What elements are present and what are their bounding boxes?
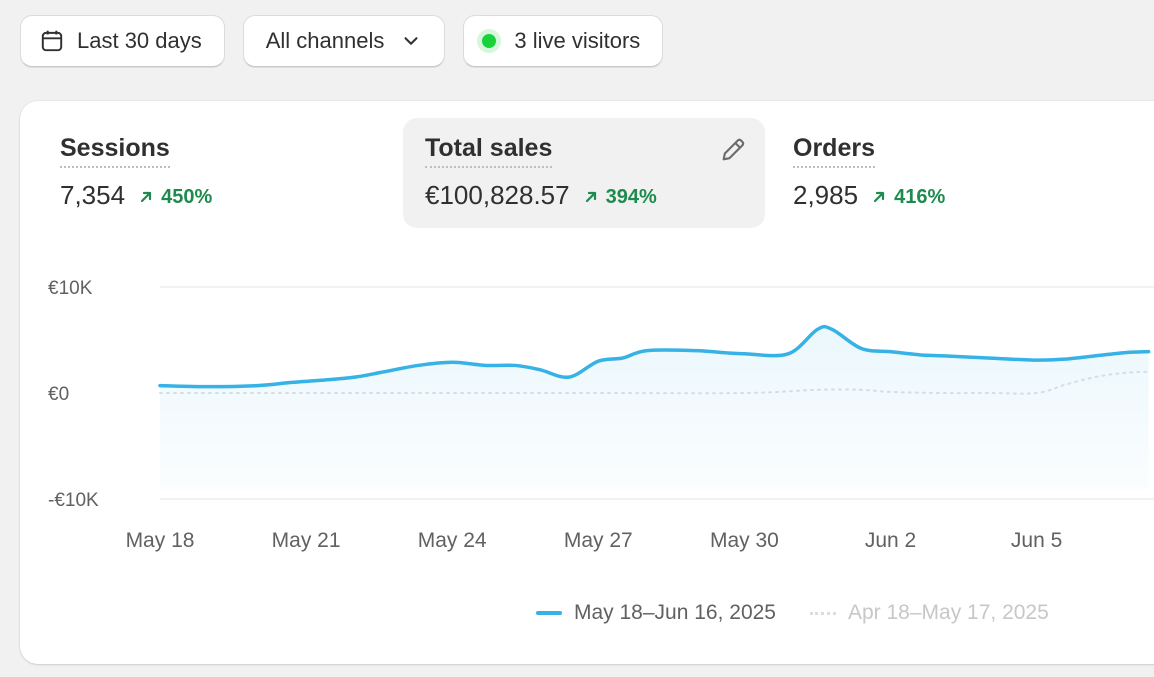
- y-tick-label: €10K: [48, 278, 93, 299]
- chart-legend: May 18–Jun 16, 2025 Apr 18–May 17, 2025: [536, 601, 1049, 625]
- legend-label: May 18–Jun 16, 2025: [574, 601, 776, 624]
- channel-label: All channels: [265, 28, 385, 53]
- arrow-up-right-icon: [873, 191, 885, 203]
- legend-item-previous[interactable]: Apr 18–May 17, 2025: [809, 601, 1049, 625]
- metric-change: 394%: [584, 186, 657, 209]
- pencil-icon[interactable]: [719, 136, 747, 164]
- metric-change-value: 450%: [161, 185, 213, 208]
- metric-orders[interactable]: Orders 2,985 416%: [771, 118, 1133, 228]
- arrow-up-right-icon: [140, 191, 152, 203]
- x-tick-label: Jun 5: [1011, 529, 1062, 552]
- metric-value: 2,985: [793, 180, 859, 210]
- sales-chart: €10K €0 -€10K May 18 May 21 May 24 May 27 May 3…: [48, 278, 1154, 552]
- metric-value: €100,828.57: [425, 180, 570, 210]
- x-tick-label: May 18: [126, 529, 195, 552]
- metric-change: 416%: [872, 186, 945, 209]
- previous-period-line: [159, 370, 1150, 395]
- metric-label[interactable]: Sessions: [60, 134, 170, 168]
- metric-value: 7,354: [60, 180, 126, 210]
- calendar-icon: [39, 28, 65, 54]
- date-range-button[interactable]: Last 30 days: [20, 15, 225, 67]
- metric-change-value: 394%: [605, 185, 657, 208]
- metric-change-value: 416%: [894, 185, 946, 208]
- metric-sessions[interactable]: Sessions 7,354 450%: [38, 118, 400, 228]
- live-visitors-label: 3 live visitors: [514, 28, 641, 53]
- legend-swatch: [536, 611, 562, 615]
- arrow-up-right-icon: [585, 191, 596, 203]
- metric-change: 450%: [139, 186, 212, 209]
- date-range-label: Last 30 days: [77, 28, 202, 53]
- x-tick-label: May 24: [418, 529, 487, 552]
- live-dot-icon: [482, 34, 497, 48]
- y-tick-label: -€10K: [48, 490, 99, 511]
- filter-bar: Last 30 days All channels 3 live visitor…: [20, 15, 664, 67]
- metric-total-sales[interactable]: Total sales €100,828.57 394%: [403, 118, 765, 228]
- x-tick-label: May 21: [272, 529, 341, 552]
- legend-item-current[interactable]: May 18–Jun 16, 2025: [536, 601, 776, 625]
- x-tick-label: Jun 2: [865, 529, 916, 552]
- legend-swatch: [809, 611, 836, 615]
- legend-label: Apr 18–May 17, 2025: [847, 601, 1049, 624]
- y-tick-label: €0: [48, 384, 69, 405]
- x-tick-label: May 27: [564, 529, 633, 552]
- current-period-line[interactable]: [158, 324, 1151, 389]
- metric-label[interactable]: Orders: [793, 134, 875, 168]
- live-visitors-button[interactable]: 3 live visitors: [463, 15, 664, 67]
- analytics-card: Sessions 7,354 450% Total sales €100,828…: [20, 101, 1154, 664]
- x-tick-label: May 30: [710, 529, 779, 552]
- chevron-down-icon: [400, 30, 422, 52]
- metric-label[interactable]: Total sales: [425, 134, 553, 168]
- channel-select[interactable]: All channels: [242, 15, 446, 67]
